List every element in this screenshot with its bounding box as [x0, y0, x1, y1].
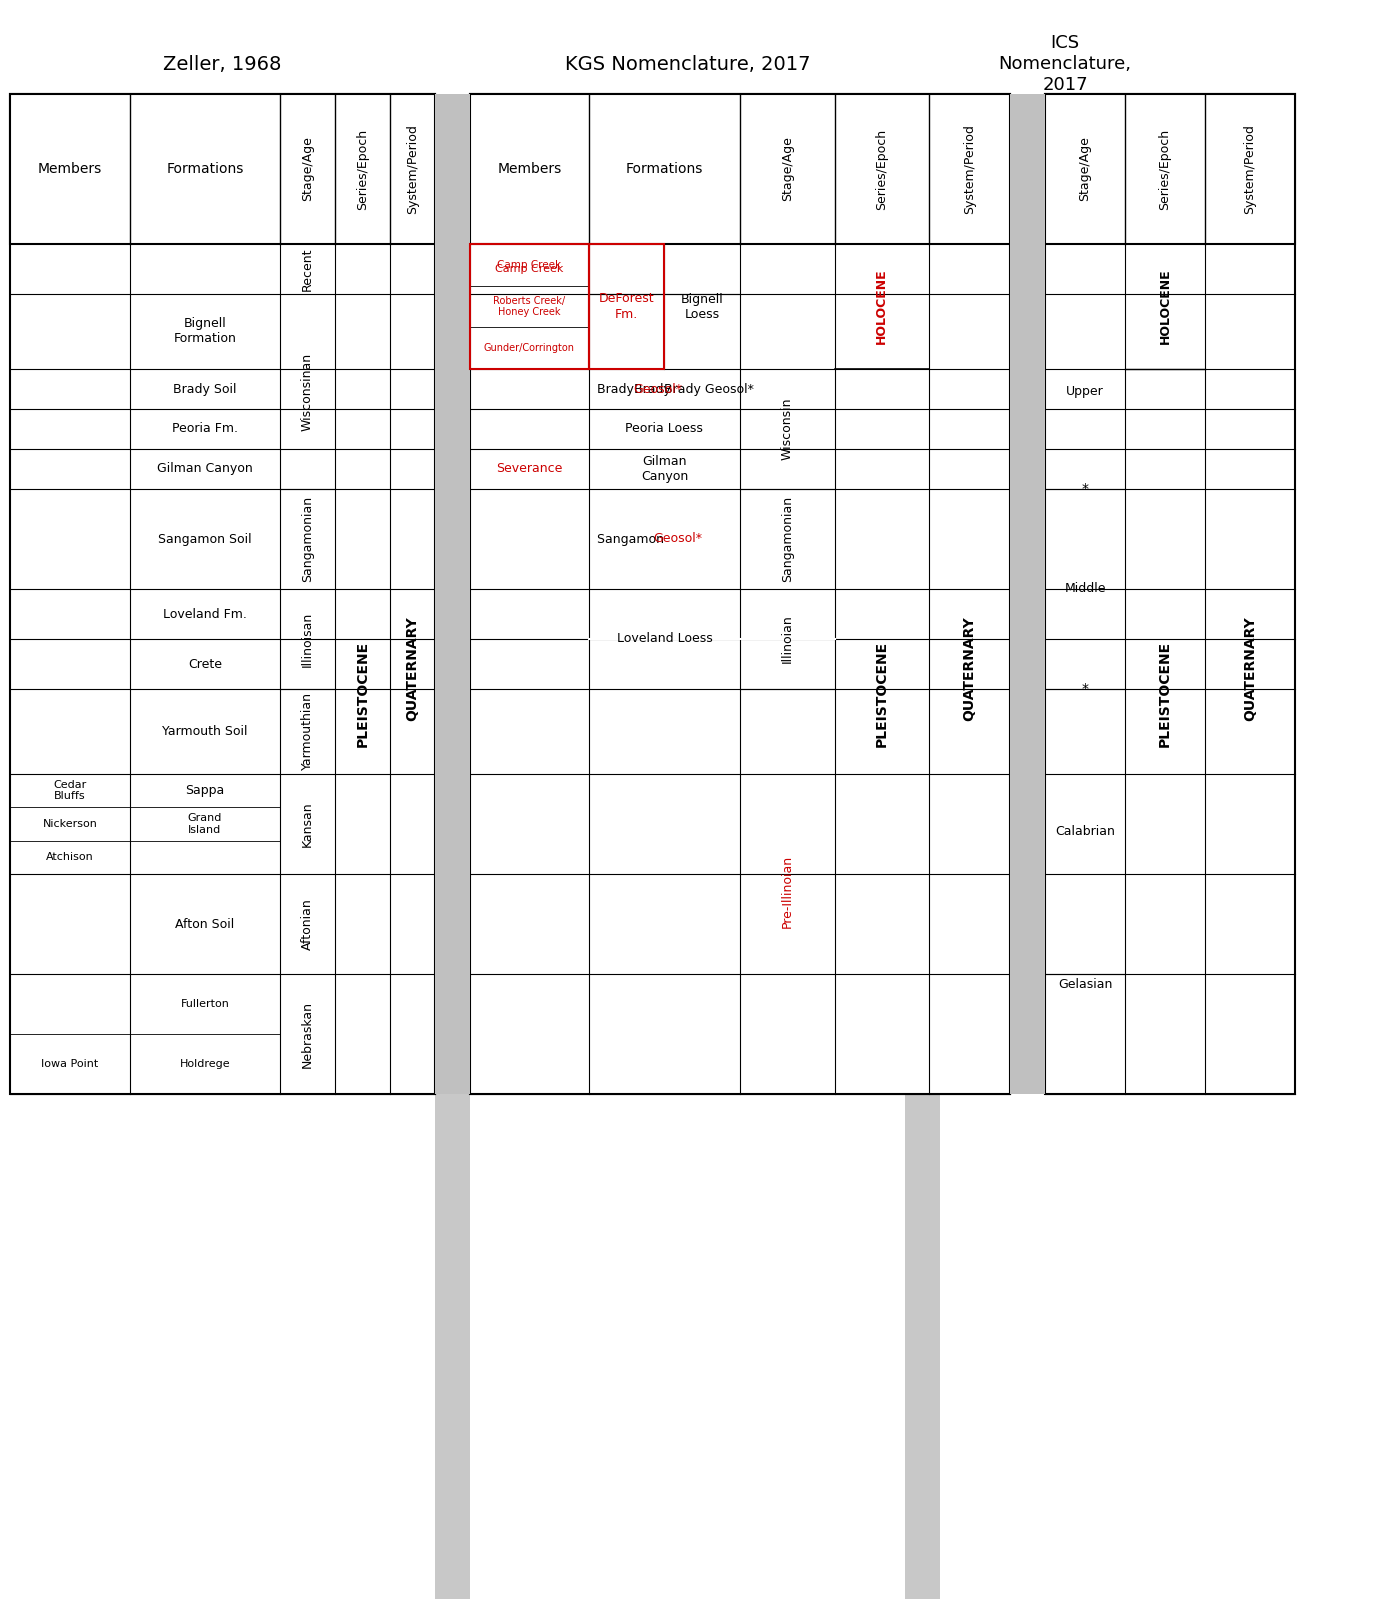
Bar: [470, 95, 1009, 244]
Text: PLEISTOCENE: PLEISTOCENE: [875, 642, 889, 747]
Text: Illinoian: Illinoian: [781, 614, 794, 664]
Text: QUATERNARY: QUATERNARY: [963, 616, 977, 722]
Text: KGS Nomenclature, 2017: KGS Nomenclature, 2017: [564, 55, 811, 74]
Text: HOLOCENE: HOLOCENE: [1159, 269, 1172, 345]
Text: Series/Epoch: Series/Epoch: [1159, 128, 1172, 210]
Text: Camp Creek: Camp Creek: [496, 265, 564, 274]
Text: Cedar
Bluffs: Cedar Bluffs: [53, 780, 87, 802]
Text: Zeller, 1968: Zeller, 1968: [164, 55, 281, 74]
Text: Brady: Brady: [634, 382, 675, 396]
Bar: [904, 95, 939, 1599]
Text: System/Period: System/Period: [406, 124, 419, 213]
Text: Roberts Creek/
Honey Creek: Roberts Creek/ Honey Creek: [493, 295, 566, 318]
Text: Holdrege: Holdrege: [179, 1059, 231, 1068]
Text: DeForest
Fm.: DeForest Fm.: [599, 292, 654, 321]
Text: Atchison: Atchison: [46, 852, 94, 863]
Bar: [1009, 95, 1044, 1094]
Text: Nickerson: Nickerson: [42, 820, 98, 829]
Text: Brady Soil: Brady Soil: [174, 382, 237, 396]
Text: Geosol*: Geosol*: [633, 382, 682, 396]
Text: Aftonian: Aftonian: [301, 898, 314, 950]
Text: Wisconsin: Wisconsin: [781, 398, 794, 460]
Text: Calabrian: Calabrian: [1056, 824, 1114, 837]
Text: Sappa: Sappa: [185, 784, 224, 797]
Text: Gelasian: Gelasian: [1058, 977, 1112, 991]
Bar: [470, 95, 1009, 1094]
Text: Members: Members: [497, 162, 561, 176]
Text: Brady Geosol*: Brady Geosol*: [665, 382, 755, 396]
Text: Gunder/Corrington: Gunder/Corrington: [484, 343, 575, 353]
Text: Sangamonian: Sangamonian: [781, 496, 794, 582]
Text: Geosol*: Geosol*: [652, 533, 701, 545]
Text: Middle: Middle: [1064, 582, 1106, 595]
Text: Iowa Point: Iowa Point: [42, 1059, 98, 1068]
Text: *: *: [1082, 481, 1089, 496]
Text: Sangamonian: Sangamonian: [301, 496, 314, 582]
Bar: [10, 95, 435, 244]
Text: Grand
Island: Grand Island: [188, 813, 223, 834]
Text: Sangamon: Sangamon: [596, 533, 668, 545]
Text: Sangamon Soil: Sangamon Soil: [158, 533, 252, 545]
Bar: [1044, 95, 1295, 1094]
Text: PLEISTOCENE: PLEISTOCENE: [356, 642, 370, 747]
Text: Severance: Severance: [496, 462, 563, 475]
Text: Peoria Fm.: Peoria Fm.: [172, 422, 238, 436]
Bar: [1044, 95, 1295, 244]
Text: Stage/Age: Stage/Age: [781, 136, 794, 202]
Bar: [10, 95, 435, 1094]
Text: Series/Epoch: Series/Epoch: [875, 128, 888, 210]
Text: HOLOCENE: HOLOCENE: [875, 269, 888, 345]
Text: Peoria Loess: Peoria Loess: [626, 422, 703, 436]
Text: *: *: [1082, 682, 1089, 696]
Text: Kansan: Kansan: [301, 800, 314, 847]
Text: QUATERNARY: QUATERNARY: [406, 616, 420, 722]
Bar: [470, 244, 589, 369]
Text: System/Period: System/Period: [1243, 124, 1257, 213]
Text: Formations: Formations: [167, 162, 244, 176]
Text: Formations: Formations: [626, 162, 703, 176]
Text: System/Period: System/Period: [963, 124, 976, 213]
Text: Wisconsinan: Wisconsinan: [301, 353, 314, 430]
Text: Recent: Recent: [301, 247, 314, 290]
Text: Series/Epoch: Series/Epoch: [356, 128, 370, 210]
Text: Fullerton: Fullerton: [181, 999, 230, 1009]
Bar: [435, 95, 470, 1094]
Text: Upper: Upper: [1067, 385, 1103, 398]
Text: Stage/Age: Stage/Age: [301, 136, 314, 202]
Text: Bignell
Formation: Bignell Formation: [174, 318, 237, 345]
Text: Camp Creek: Camp Creek: [497, 260, 561, 269]
Text: Loveland Fm.: Loveland Fm.: [162, 608, 246, 621]
Text: Gilman
Canyon: Gilman Canyon: [641, 456, 687, 483]
Text: Illinoisan: Illinoisan: [301, 611, 314, 667]
Text: Bignell
Loess: Bignell Loess: [680, 292, 724, 321]
Bar: [589, 244, 665, 369]
Text: Yarmouth Soil: Yarmouth Soil: [162, 725, 248, 738]
Text: Brady: Brady: [596, 382, 637, 396]
Text: Loveland Loess: Loveland Loess: [616, 632, 713, 645]
Text: Gilman Canyon: Gilman Canyon: [157, 462, 253, 475]
Text: Pre-Illinoian: Pre-Illinoian: [781, 855, 794, 929]
Text: PLEISTOCENE: PLEISTOCENE: [1158, 642, 1172, 747]
Text: Crete: Crete: [188, 658, 223, 670]
Text: QUATERNARY: QUATERNARY: [1243, 616, 1257, 722]
Text: ICS
Nomenclature,
2017: ICS Nomenclature, 2017: [998, 34, 1131, 93]
Text: Stage/Age: Stage/Age: [1078, 136, 1092, 202]
Bar: [435, 95, 470, 1599]
Text: Yarmouthian: Yarmouthian: [301, 693, 314, 770]
Text: Nebraskan: Nebraskan: [301, 1001, 314, 1068]
Text: Members: Members: [38, 162, 102, 176]
Text: Afton Soil: Afton Soil: [175, 917, 235, 930]
